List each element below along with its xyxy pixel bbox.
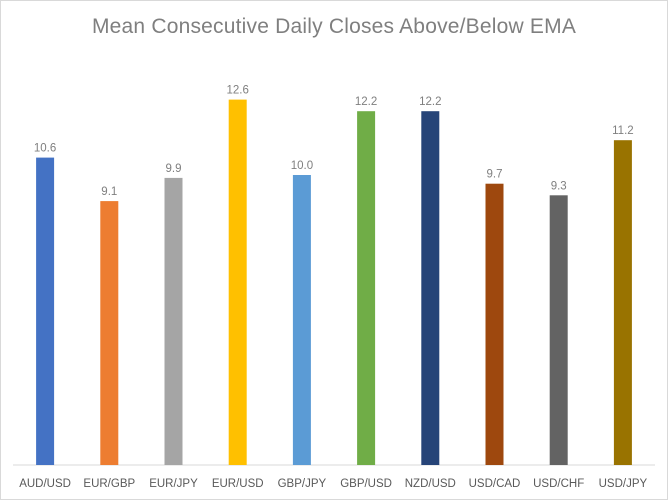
category-label-nzd-usd: NZD/USD (405, 478, 456, 490)
category-label-gbp-jpy: GBP/JPY (278, 478, 327, 490)
bar-eur-usd (228, 99, 247, 465)
category-label-usd-cad: USD/CAD (469, 478, 521, 490)
bar-aud-usd (36, 157, 55, 465)
category-label-usd-chf: USD/CHF (533, 478, 584, 490)
value-label-usd-jpy: 11.2 (612, 125, 634, 137)
value-labels-group: 10.6 9.1 9.9 12.6 10.0 12.2 12.2 9.7 9.3 11.2 (34, 85, 634, 199)
value-label-eur-jpy: 9.9 (166, 163, 182, 175)
value-label-usd-cad: 9.7 (487, 169, 503, 181)
bar-gbp-usd (357, 111, 376, 465)
bar-nzd-usd (421, 111, 440, 465)
value-label-gbp-usd: 12.2 (355, 96, 377, 108)
bar-eur-gbp (100, 201, 119, 465)
bar-eur-jpy (164, 177, 183, 465)
value-label-aud-usd: 10.6 (34, 143, 56, 155)
category-label-aud-usd: AUD/USD (19, 478, 71, 490)
value-label-eur-gbp: 9.1 (101, 186, 117, 198)
category-label-eur-jpy: EUR/JPY (149, 478, 198, 490)
category-label-usd-jpy: USD/JPY (599, 478, 648, 490)
bar-usd-jpy (613, 140, 632, 465)
value-label-eur-usd: 12.6 (227, 85, 249, 97)
category-label-eur-gbp: EUR/GBP (83, 478, 135, 490)
bar-gbp-jpy (292, 175, 311, 465)
value-label-usd-chf: 9.3 (551, 180, 567, 192)
value-label-nzd-usd: 12.2 (419, 96, 441, 108)
value-label-gbp-jpy: 10.0 (291, 160, 313, 172)
category-label-eur-usd: EUR/USD (212, 478, 264, 490)
chart-title: Mean Consecutive Daily Closes Above/Belo… (91, 15, 577, 38)
bar-usd-chf (549, 195, 568, 466)
category-label-gbp-usd: GBP/USD (340, 478, 392, 490)
bar-usd-cad (485, 183, 504, 465)
bars-group (36, 99, 632, 466)
category-labels-group: AUD/USD EUR/GBP EUR/JPY EUR/USD GBP/JPY GBP/U… (19, 478, 647, 490)
